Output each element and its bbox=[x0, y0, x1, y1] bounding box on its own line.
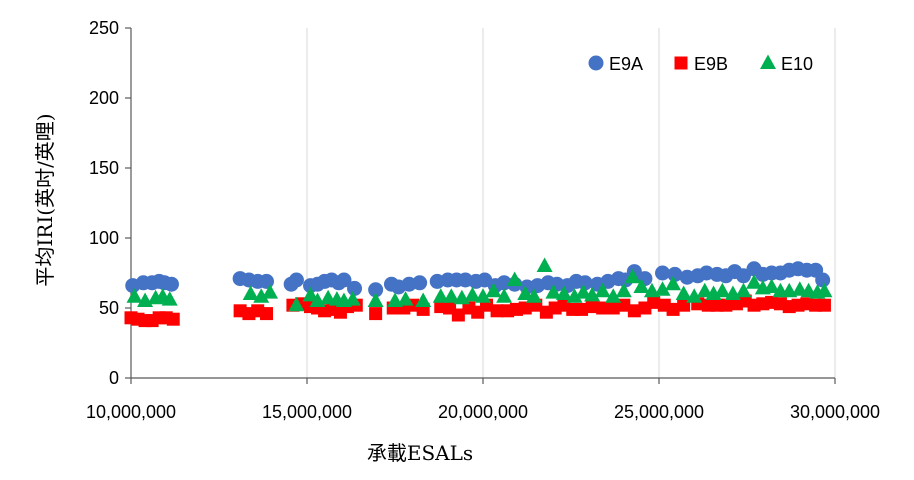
legend-entry-e9b: E9B bbox=[674, 54, 728, 74]
legend-marker-e10 bbox=[760, 54, 776, 69]
point-e10 bbox=[443, 288, 460, 303]
legend-label: E9A bbox=[609, 54, 643, 74]
point-e10 bbox=[746, 274, 763, 289]
point-e10 bbox=[686, 288, 703, 303]
point-e10 bbox=[526, 288, 543, 303]
point-e10 bbox=[654, 281, 671, 296]
point-e10 bbox=[242, 285, 259, 300]
point-e9b bbox=[719, 298, 733, 312]
point-e9b bbox=[260, 307, 274, 321]
point-e9a bbox=[347, 280, 363, 296]
point-e10 bbox=[485, 282, 502, 298]
legend-entry-e9a: E9A bbox=[588, 54, 643, 74]
point-e9a bbox=[655, 265, 671, 281]
point-e10 bbox=[161, 291, 178, 306]
point-e9a bbox=[163, 276, 179, 292]
x-tick-label: 15,000,000 bbox=[262, 402, 352, 422]
y-tick-label: 0 bbox=[109, 368, 119, 388]
legend-label: E9B bbox=[694, 54, 728, 74]
point-e10 bbox=[605, 288, 622, 303]
point-e10 bbox=[415, 292, 432, 307]
point-e9b bbox=[490, 304, 504, 318]
point-e10 bbox=[624, 268, 641, 284]
point-e9b bbox=[606, 301, 620, 315]
point-e10 bbox=[302, 286, 319, 302]
x-axis-title: 承載ESALs bbox=[367, 441, 473, 465]
point-e10 bbox=[763, 278, 780, 293]
series-e9a bbox=[125, 261, 831, 298]
point-e9b bbox=[627, 304, 641, 318]
point-e10 bbox=[536, 257, 553, 272]
point-e10 bbox=[594, 282, 611, 298]
series-e10 bbox=[126, 257, 833, 312]
point-e10 bbox=[253, 288, 270, 303]
y-axis-title: 平均IRI(英吋/英哩) bbox=[33, 113, 57, 286]
point-e10 bbox=[262, 284, 279, 299]
point-e9b bbox=[817, 298, 831, 312]
y-tick-label: 100 bbox=[89, 228, 119, 248]
point-e10 bbox=[555, 285, 572, 300]
point-e10 bbox=[432, 288, 449, 303]
point-e10 bbox=[126, 288, 143, 303]
point-e10 bbox=[506, 271, 523, 286]
point-e9a bbox=[288, 272, 304, 288]
point-e10 bbox=[545, 284, 562, 299]
data-points bbox=[124, 257, 833, 328]
legend-marker-e9b bbox=[674, 56, 688, 70]
point-e9b bbox=[166, 312, 180, 326]
x-tick-label: 10,000,000 bbox=[86, 402, 176, 422]
legend-label: E10 bbox=[781, 54, 813, 74]
x-tick-label: 20,000,000 bbox=[438, 402, 528, 422]
point-e9b bbox=[596, 301, 610, 315]
gridlines bbox=[306, 28, 836, 378]
point-e9b bbox=[369, 307, 383, 321]
point-e10 bbox=[575, 284, 592, 299]
point-e10 bbox=[397, 291, 414, 306]
point-e9a bbox=[412, 275, 428, 291]
point-e10 bbox=[566, 288, 583, 303]
point-e10 bbox=[367, 292, 384, 307]
axes bbox=[125, 27, 836, 384]
point-e10 bbox=[675, 285, 692, 300]
point-e10 bbox=[735, 282, 752, 298]
point-e10 bbox=[696, 282, 713, 298]
point-e10 bbox=[665, 275, 682, 291]
y-tick-label: 250 bbox=[89, 18, 119, 38]
legend: E9A E9B E10 bbox=[588, 54, 813, 74]
point-e9b bbox=[518, 301, 532, 315]
legend-marker-e9a bbox=[588, 55, 604, 71]
point-e9a bbox=[336, 272, 352, 288]
point-e10 bbox=[517, 285, 534, 300]
point-e9a bbox=[577, 275, 593, 291]
point-e9b bbox=[647, 295, 661, 309]
point-e10 bbox=[615, 282, 632, 298]
point-e10 bbox=[633, 278, 650, 293]
point-e10 bbox=[816, 282, 833, 298]
legend-entry-e10: E10 bbox=[760, 54, 813, 74]
x-tick-label: 25,000,000 bbox=[614, 402, 704, 422]
point-e9b bbox=[575, 302, 589, 316]
point-e10 bbox=[464, 286, 481, 302]
y-tick-label: 150 bbox=[89, 158, 119, 178]
y-tick-label: 50 bbox=[99, 298, 119, 318]
y-tick-label: 200 bbox=[89, 88, 119, 108]
point-e10 bbox=[584, 286, 601, 302]
x-tick-label: 30,000,000 bbox=[790, 402, 880, 422]
point-e9b bbox=[666, 302, 680, 316]
point-e10 bbox=[714, 282, 731, 298]
point-e9a bbox=[815, 272, 831, 288]
point-e10 bbox=[475, 288, 491, 303]
point-e9a bbox=[735, 268, 751, 284]
point-e9b bbox=[585, 300, 599, 314]
point-e9a bbox=[368, 282, 384, 298]
point-e10 bbox=[344, 291, 361, 306]
point-e10 bbox=[288, 296, 305, 312]
point-e9a bbox=[667, 266, 683, 282]
point-e9a bbox=[259, 273, 275, 289]
point-e9b bbox=[451, 308, 465, 322]
tick-labels: 0 50 100 150 200 250 10,000,000 15,000,000 20,00… bbox=[86, 18, 880, 422]
point-e10 bbox=[496, 288, 513, 303]
